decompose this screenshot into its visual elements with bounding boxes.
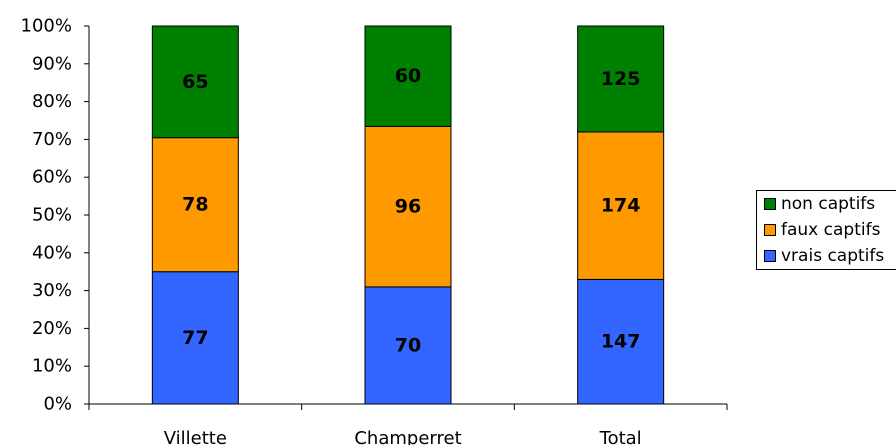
y-tick-label: 70% <box>32 129 72 150</box>
legend-item: faux captifs <box>764 220 880 240</box>
legend-swatch <box>764 198 776 210</box>
y-tick-label: 0% <box>43 394 72 415</box>
bar-segment <box>364 25 452 127</box>
bar-segment <box>151 271 239 405</box>
y-tick-label: 40% <box>32 242 72 263</box>
y-tick-label: 60% <box>32 167 72 188</box>
legend-item: vrais captifs <box>764 246 884 266</box>
x-category-label: Total <box>599 428 642 445</box>
legend-swatch <box>764 224 776 236</box>
y-tick-label: 100% <box>21 16 72 37</box>
data-label: 96 <box>395 196 421 218</box>
bar-segment <box>577 278 665 405</box>
data-label: 78 <box>182 194 208 216</box>
bar-segment <box>364 125 452 288</box>
data-label: 65 <box>182 71 208 93</box>
x-category-label: Villette <box>164 428 227 445</box>
y-tick-label: 20% <box>32 318 72 339</box>
data-label: 147 <box>601 331 641 353</box>
y-tick-label: 50% <box>32 205 72 226</box>
bar-segment <box>364 286 452 405</box>
legend-swatch <box>764 250 776 262</box>
chart-legend: non captifs faux captifs vrais captifs <box>756 190 896 270</box>
bar-segment <box>577 131 665 280</box>
data-label: 60 <box>395 65 421 87</box>
legend-label: non captifs <box>781 194 876 214</box>
legend-label: vrais captifs <box>781 246 885 266</box>
y-tick-label: 30% <box>32 280 72 301</box>
legend-item: non captifs <box>764 194 875 214</box>
data-label: 174 <box>601 195 641 217</box>
x-category-label: Champerret <box>354 428 461 445</box>
data-label: 125 <box>601 68 641 90</box>
legend-label: faux captifs <box>781 220 881 240</box>
data-label: 70 <box>395 334 421 356</box>
data-label: 77 <box>182 327 208 349</box>
bar-segment <box>577 25 665 133</box>
bar-segment <box>151 137 239 273</box>
y-tick-label: 80% <box>32 91 72 112</box>
bar-segment <box>151 25 239 139</box>
y-tick-label: 90% <box>32 53 72 74</box>
y-tick-label: 10% <box>32 356 72 377</box>
